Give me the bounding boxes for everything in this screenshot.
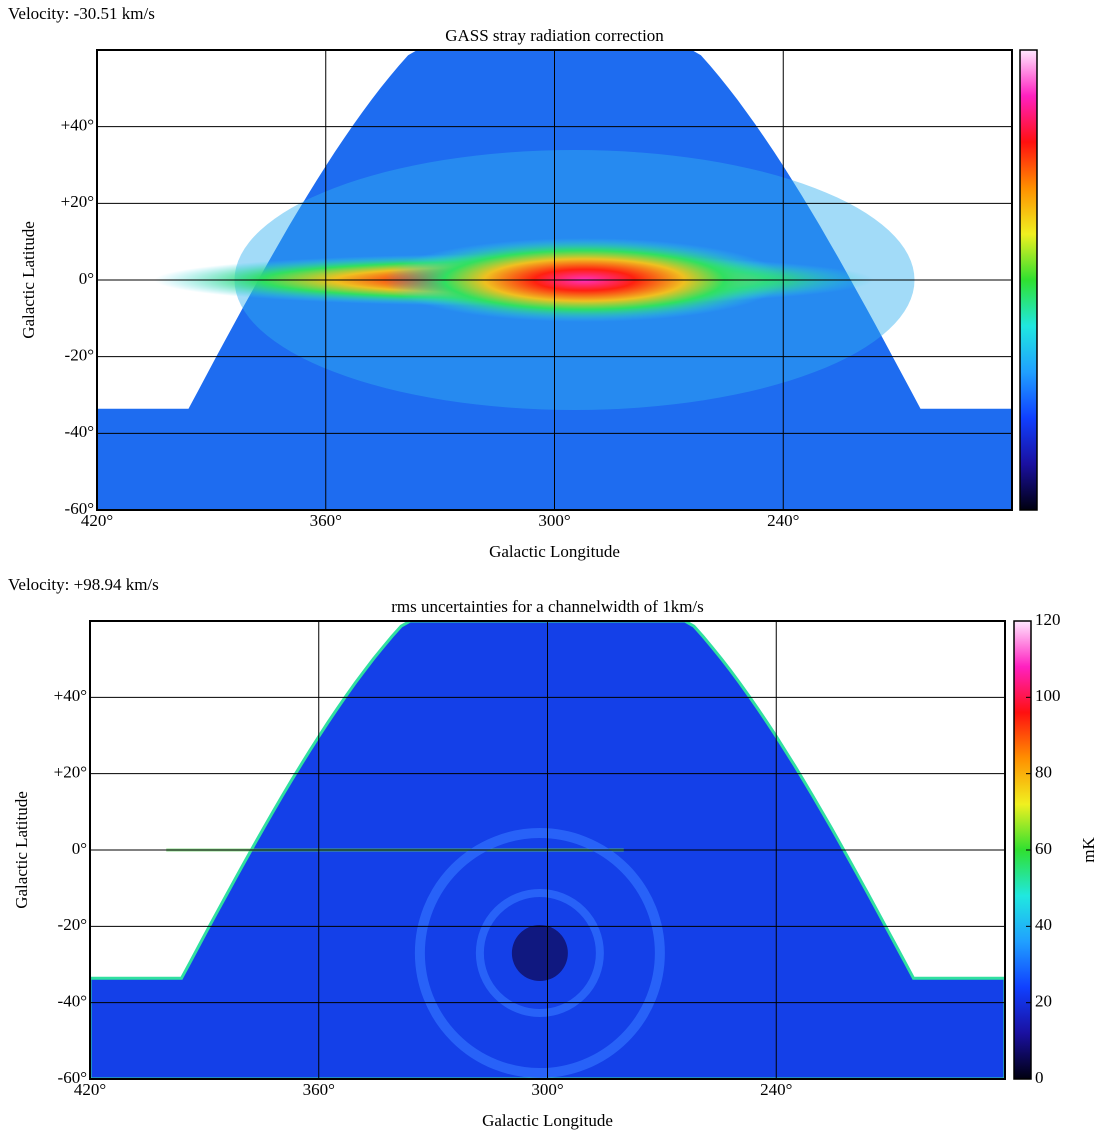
x-axis-label: Galactic Longitude — [482, 1111, 613, 1130]
colorbar-tick-label: 80 — [1035, 763, 1052, 782]
colorbar-tick-label: 40 — [1035, 915, 1052, 934]
x-tick-label: 360° — [310, 511, 342, 530]
x-tick-label: 300° — [538, 511, 570, 530]
y-axis-label: Galactic Latitude — [19, 221, 38, 339]
y-tick-label: -40° — [58, 992, 87, 1011]
annotation: Velocity: +98.94 km/s — [8, 575, 159, 594]
x-tick-label: 300° — [531, 1080, 563, 1099]
colorbar — [1019, 49, 1038, 511]
x-tick-label: 420° — [81, 511, 113, 530]
y-tick-label: -40° — [65, 422, 94, 441]
y-tick-label: -60° — [58, 1068, 87, 1087]
colorbar-label: mK — [1079, 837, 1098, 863]
x-axis-label: Galactic Longitude — [489, 542, 620, 561]
colorbar-tick-label: 120 — [1035, 610, 1061, 629]
x-tick-label: 240° — [760, 1080, 792, 1099]
y-tick-label: +40° — [61, 116, 94, 135]
y-tick-label: +20° — [54, 763, 87, 782]
colorbar-tick-label: 100 — [1035, 686, 1061, 705]
y-tick-label: -20° — [58, 915, 87, 934]
plot-frame — [96, 49, 1013, 511]
ring — [475, 889, 604, 1018]
x-tick-label: 360° — [303, 1080, 335, 1099]
y-tick-label: 0° — [79, 269, 94, 288]
y-axis-label: Galactic Latitude — [12, 791, 31, 909]
y-tick-label: -20° — [65, 346, 94, 365]
chart-title: rms uncertainties for a channelwidth of … — [391, 597, 704, 616]
y-tick-label: -60° — [65, 499, 94, 518]
ring — [414, 828, 665, 1079]
colorbar-tick-label: 0 — [1035, 1068, 1044, 1087]
colorbar-tick-label: 60 — [1035, 839, 1052, 858]
dark-spot — [511, 925, 568, 982]
colorbar-tick-label: 20 — [1035, 992, 1052, 1011]
y-tick-label: +20° — [61, 192, 94, 211]
y-tick-label: +40° — [54, 686, 87, 705]
x-tick-label: 240° — [767, 511, 799, 530]
y-tick-label: 0° — [72, 839, 87, 858]
annotation: Velocity: -30.51 km/s — [8, 4, 155, 23]
x-tick-label: 420° — [74, 1080, 106, 1099]
chart-title: GASS stray radiation correction — [445, 26, 664, 45]
plot-frame — [89, 620, 1006, 1080]
